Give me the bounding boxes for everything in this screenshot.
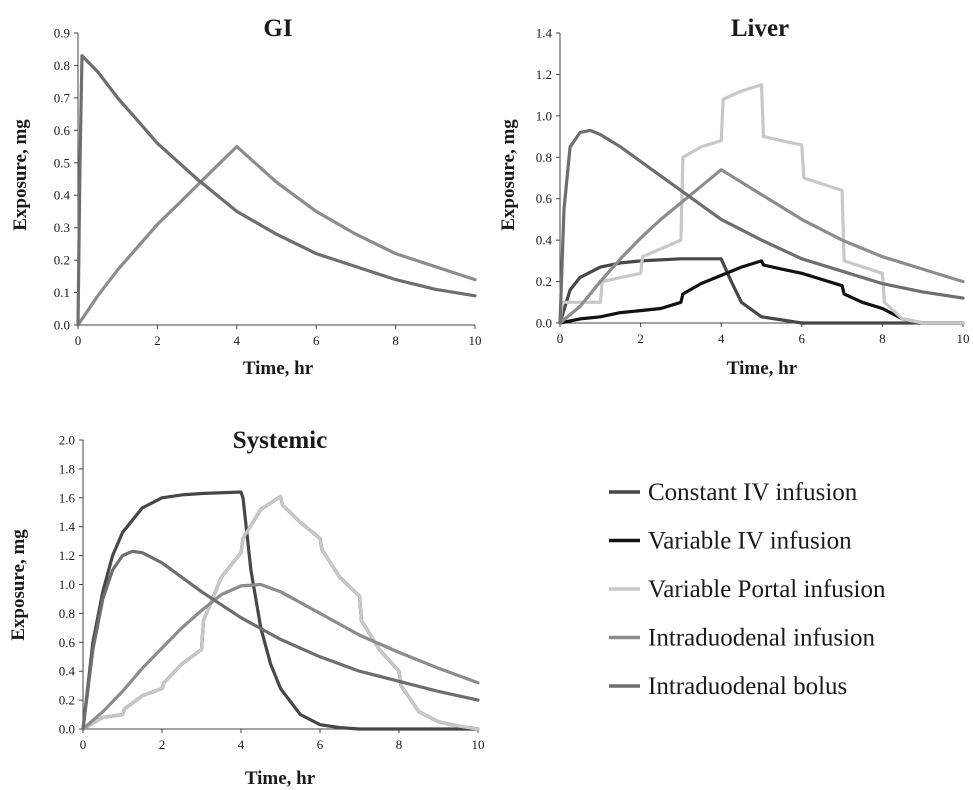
legend-item-intraduodenal-infusion: Intraduodenal infusion: [609, 625, 876, 652]
legend-item-intraduodenal-bolus: Intraduodenal bolus: [609, 673, 847, 700]
liver-series-variable-iv-infusion: [558, 259, 965, 325]
systemic-series-intraduodenal-bolus: [81, 549, 480, 731]
gi-x-tick-label: 10: [469, 333, 482, 348]
liver-x-tick-label: 4: [718, 331, 725, 346]
gi-title: GI: [263, 15, 292, 42]
systemic-y-tick-label: 1.4: [59, 519, 76, 534]
liver-series-intraduodenal-infusion: [558, 168, 965, 325]
systemic-x-tick-label: 0: [80, 737, 87, 752]
liver-y-tick-label: 0.8: [536, 150, 552, 165]
gi-ylabel: Exposure, mg: [10, 119, 31, 231]
systemic-y-tick-label: 1.6: [59, 490, 76, 505]
gi-y-tick-label: 0.1: [54, 285, 70, 300]
systemic-x-tick-label: 8: [396, 737, 403, 752]
liver-x-tick-label: 0: [557, 331, 564, 346]
systemic-panel: Systemic Exposure, mg Time, hr 0.0 0.2 0.4…: [8, 427, 485, 789]
liver-y-tick-label: 0.0: [536, 316, 552, 331]
gi-y-tick-label: 0.6: [54, 123, 71, 138]
liver-y-tick-label: 0.2: [536, 274, 552, 289]
liver-title: Liver: [731, 15, 789, 42]
legend-item-variable-portal-infusion: Variable Portal infusion: [609, 576, 886, 603]
gi-xlabel: Time, hr: [243, 358, 314, 379]
systemic-y-tick-label: 1.0: [59, 577, 75, 592]
legend-item-constant-iv-infusion: Constant IV infusion: [609, 479, 858, 506]
legend-label: Intraduodenal bolus: [648, 673, 847, 700]
gi-x-tick-label: 8: [392, 333, 399, 348]
legend-label: Intraduodenal infusion: [648, 625, 876, 652]
systemic-title: Systemic: [233, 427, 327, 454]
systemic-series-variable-portal-infusion: [81, 494, 480, 731]
liver-x-tick-label: 6: [799, 331, 806, 346]
gi-y-tick-label: 0.2: [54, 253, 70, 268]
systemic-y-tick-label: 0.4: [59, 664, 76, 679]
systemic-series-variable-iv-infusion: [81, 494, 480, 731]
liver-y-tick-label: 1.4: [536, 26, 553, 41]
legend-item-variable-iv-infusion: Variable IV infusion: [609, 528, 852, 555]
systemic-x-tick-label: 4: [238, 737, 245, 752]
systemic-y-tick-label: 0.2: [59, 693, 75, 708]
gi-panel: GI Exposure, mg Time, hr 0.0 0.1 0.2 0.3 0.4…: [10, 15, 482, 379]
systemic-y-tick-label: 1.8: [59, 461, 75, 476]
gi-x-tick-label: 4: [234, 333, 241, 348]
liver-panel: Liver Exposure, mg Time, hr 0.0 0.2 0.4 0.6…: [498, 15, 970, 379]
liver-xlabel: Time, hr: [727, 358, 798, 379]
systemic-y-tick-label: 2.0: [59, 433, 75, 448]
gi-x-tick-label: 2: [154, 333, 161, 348]
systemic-y-tick-label: 0.0: [59, 722, 75, 737]
gi-y-tick-label: 0.5: [54, 155, 70, 170]
gi-x-tick-label: 0: [75, 333, 82, 348]
legend-label: Constant IV infusion: [648, 479, 858, 506]
liver-series-intraduodenal-bolus: [558, 128, 965, 325]
gi-y-tick-label: 0.3: [54, 220, 70, 235]
systemic-series-intraduodenal-infusion: [81, 582, 480, 731]
gi-series-intraduodenal-infusion: [76, 145, 477, 327]
gi-y-tick-label: 0.0: [54, 318, 70, 333]
legend: Constant IV infusion Variable IV infusion…: [609, 479, 886, 700]
gi-y-tick-label: 0.8: [54, 58, 70, 73]
liver-series-variable-portal-infusion: [558, 83, 965, 325]
systemic-ylabel: Exposure, mg: [8, 529, 29, 641]
systemic-xlabel: Time, hr: [245, 768, 316, 789]
liver-y-tick-label: 1.2: [536, 67, 552, 82]
systemic-y-tick-label: 0.8: [59, 606, 75, 621]
gi-y-tick-label: 0.9: [54, 26, 70, 41]
liver-series-constant-iv-infusion: [558, 257, 965, 325]
systemic-series-constant-iv-infusion: [81, 490, 480, 731]
liver-ylabel: Exposure, mg: [498, 119, 519, 231]
systemic-x-tick-label: 6: [317, 737, 324, 752]
liver-x-tick-label: 8: [879, 331, 886, 346]
liver-x-tick-label: 10: [957, 331, 970, 346]
systemic-x-tick-label: 10: [472, 737, 485, 752]
gi-y-tick-label: 0.7: [54, 90, 71, 105]
gi-series-intraduodenal-bolus: [76, 54, 477, 327]
gi-x-tick-label: 6: [313, 333, 320, 348]
systemic-x-tick-label: 2: [159, 737, 166, 752]
gi-y-tick-label: 0.4: [54, 188, 71, 203]
systemic-y-tick-label: 1.2: [59, 548, 75, 563]
liver-y-tick-label: 0.6: [536, 191, 553, 206]
liver-y-tick-label: 0.4: [536, 233, 553, 248]
legend-label: Variable IV infusion: [648, 528, 852, 555]
liver-y-tick-label: 1.0: [536, 108, 552, 123]
systemic-y-tick-label: 0.6: [59, 635, 76, 650]
liver-x-tick-label: 2: [637, 331, 644, 346]
legend-label: Variable Portal infusion: [648, 576, 886, 603]
